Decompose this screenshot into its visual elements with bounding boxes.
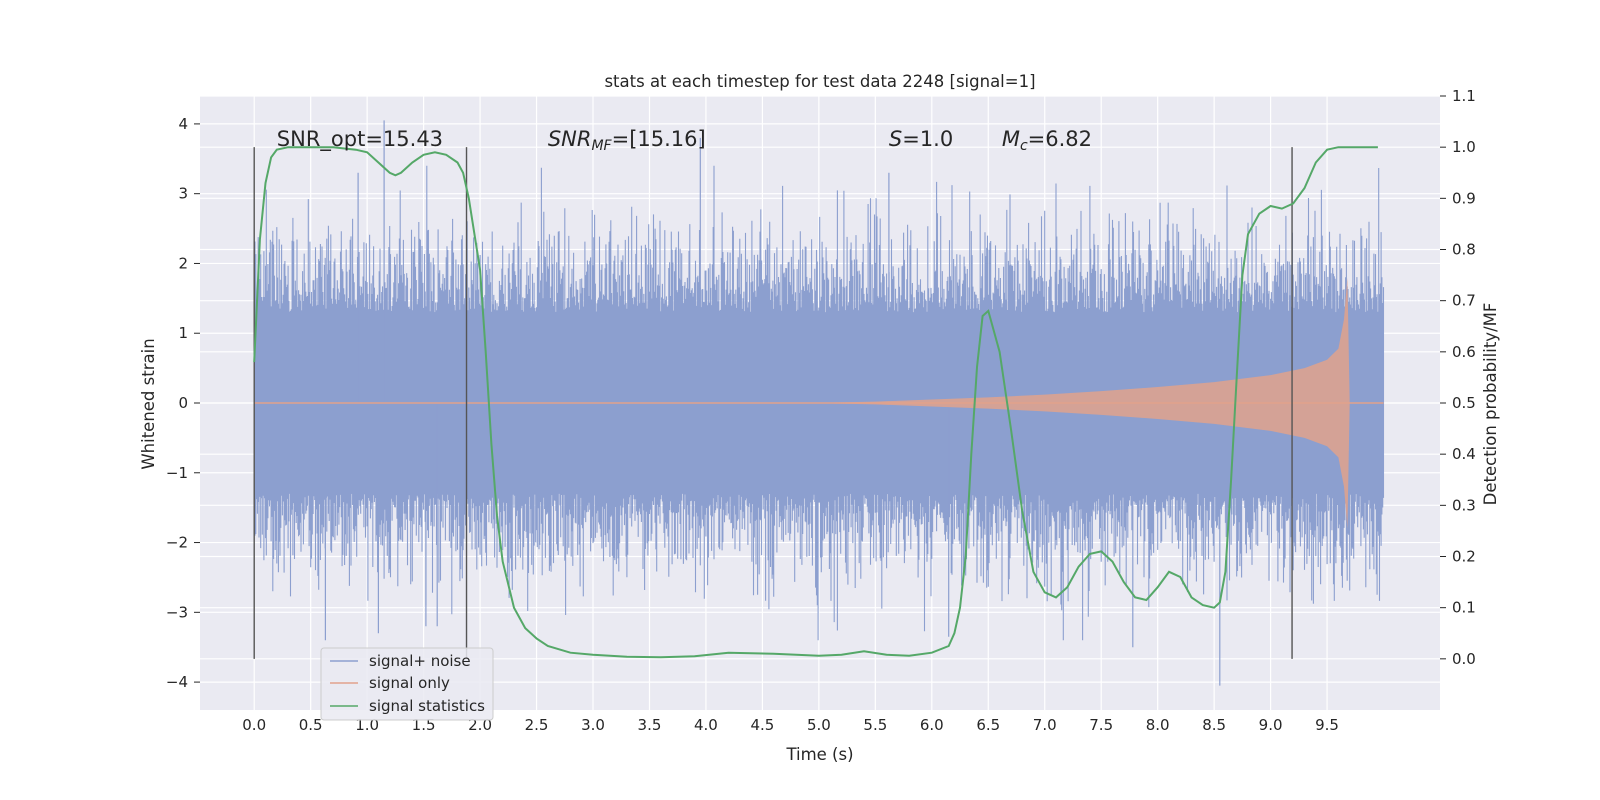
y2-tick-label: 0.7: [1452, 292, 1476, 310]
x-tick-label: 4.5: [750, 716, 774, 734]
annotation-text: S=1.0: [889, 127, 953, 151]
x-tick-label: 6.0: [920, 716, 944, 734]
y2-tick-label: 0.0: [1452, 650, 1476, 668]
annotation-part: =1.0: [902, 127, 953, 151]
x-tick-label: 9.5: [1315, 716, 1339, 734]
y2-tick-label: 0.6: [1452, 343, 1476, 361]
x-tick-label: 5.0: [807, 716, 831, 734]
y2-tick-label: 0.1: [1452, 599, 1476, 617]
annotation-text: Mc=6.82: [1002, 127, 1092, 154]
y-tick-label: −1: [166, 464, 188, 482]
x-tick-label: 5.5: [863, 716, 887, 734]
ticks: 0.0 0.5 1.0 1.5 2.0 2.5 3.0 3.5 4.0 4.5 5.0 5.5 6.0 6…: [166, 87, 1476, 734]
y2-tick-label: 0.4: [1452, 445, 1476, 463]
signal-series: [254, 277, 1384, 529]
x-tick-label: 3.5: [638, 716, 662, 734]
x-tick-label: 0.5: [299, 716, 323, 734]
x-tick-label: 3.0: [581, 716, 605, 734]
x-tick-label: 0.0: [242, 716, 266, 734]
noise-spikes: [324, 120, 1221, 686]
annotation-part: S: [889, 127, 902, 151]
y-tick-label: 2: [178, 254, 188, 272]
annotation-part: SNR_opt=15.43: [277, 127, 443, 152]
x-tick-label: 4.0: [694, 716, 718, 734]
x-tick-label: 2.5: [525, 716, 549, 734]
annotation-part: M: [1002, 127, 1020, 151]
chart-title: stats at each timestep for test data 224…: [604, 72, 1035, 91]
y2-tick-label: 1.1: [1452, 87, 1476, 105]
annotation-text: SNR_opt=15.43: [277, 127, 443, 152]
statistics-series: [253, 146, 1378, 659]
y2-tick-label: 0.8: [1452, 241, 1476, 259]
y2-tick-label: 0.2: [1452, 548, 1476, 566]
x-axis-label: Time (s): [785, 745, 853, 764]
annotations: SNR_opt=15.43 SNRMF=[15.16] S=1.0 Mc=6.82: [277, 127, 1092, 154]
y2-tick-label: 0.5: [1452, 394, 1476, 412]
statistics-line: [253, 146, 1378, 659]
annotation-part: =[15.16]: [612, 127, 706, 151]
x-tick-label: 6.5: [976, 716, 1000, 734]
y-tick-label: −3: [166, 603, 188, 621]
y-tick-label: 4: [178, 115, 188, 133]
y2-tick-label: 1.0: [1452, 138, 1476, 156]
annotation-text: SNRMF=[15.16]: [548, 127, 706, 154]
y-axis-label: Whitened strain: [139, 338, 158, 469]
legend-label-noise: signal+ noise: [369, 652, 471, 670]
annotation-part: MF: [591, 138, 612, 154]
y2-axis-label: Detection probability/MF: [1481, 303, 1500, 506]
legend-label-stats: signal statistics: [369, 697, 485, 715]
x-tick-label: 8.0: [1146, 716, 1170, 734]
y-tick-label: 3: [178, 185, 188, 203]
annotation-part: c: [1020, 138, 1028, 154]
legend: signal+ noise signal only signal statist…: [320, 647, 494, 721]
annotation-part: =6.82: [1028, 127, 1092, 151]
x-tick-label: 9.0: [1259, 716, 1283, 734]
legend-box: [320, 647, 494, 721]
y-tick-label: 1: [178, 324, 188, 342]
y-tick-label: −4: [166, 673, 188, 691]
x-tick-label: 7.5: [1089, 716, 1113, 734]
x-tick-label: 8.5: [1202, 716, 1226, 734]
vertical-markers: [253, 147, 1293, 659]
legend-label-signal: signal only: [369, 674, 450, 692]
y2-tick-label: 0.9: [1452, 189, 1476, 207]
y-tick-label: 0: [178, 394, 188, 412]
x-tick-label: 7.0: [1033, 716, 1057, 734]
y2-tick-label: 0.3: [1452, 496, 1476, 514]
annotation-part: SNR: [548, 127, 592, 151]
y-tick-label: −2: [166, 534, 188, 552]
